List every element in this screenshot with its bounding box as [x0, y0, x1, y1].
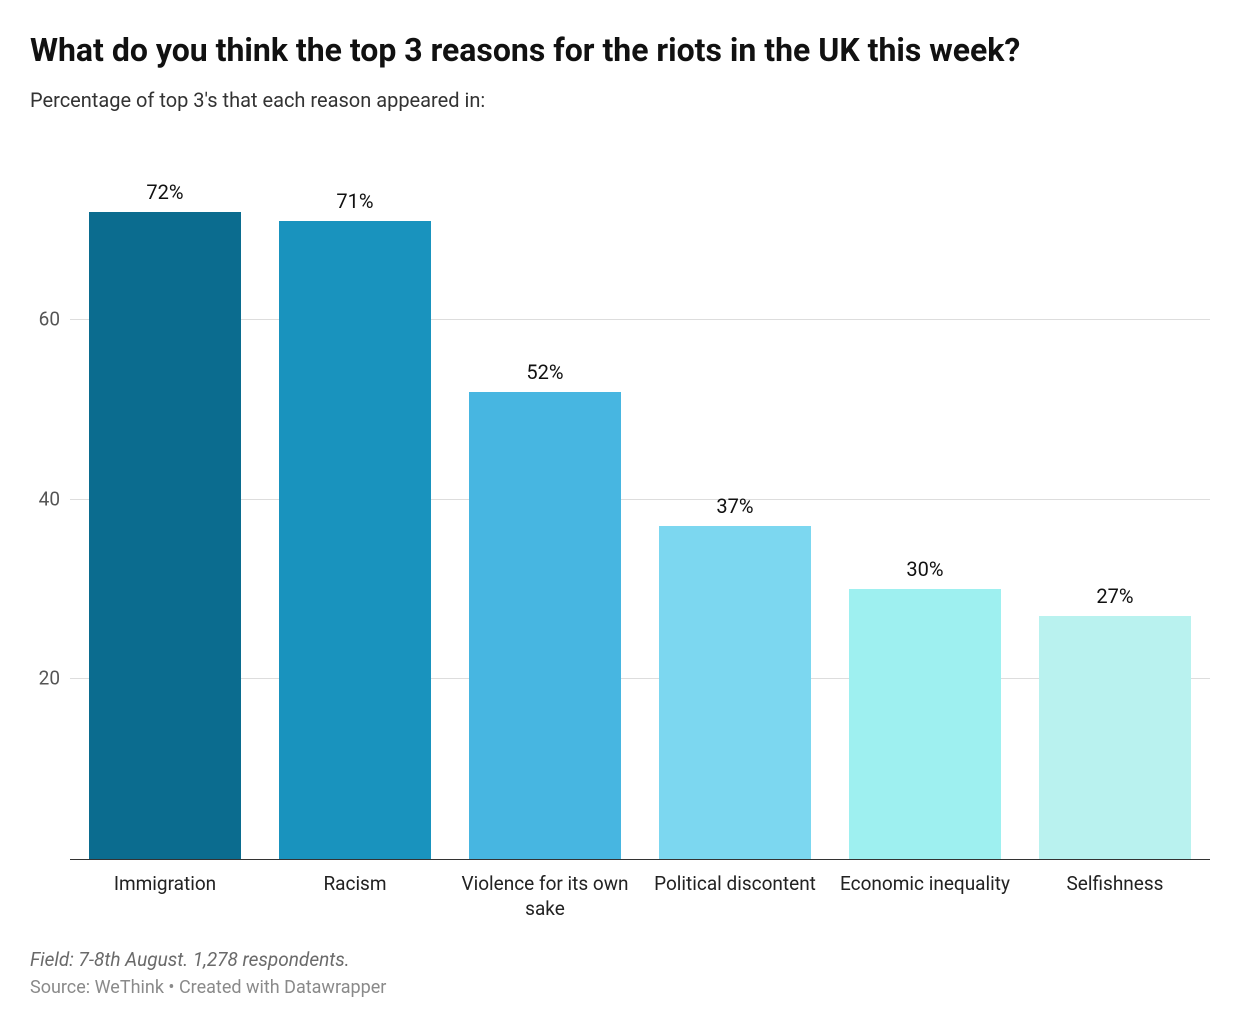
bar-violence: 52% [469, 392, 621, 859]
x-label: Racism [260, 872, 450, 921]
source-note: Source: WeThink • Created with Datawrapp… [30, 977, 1210, 998]
x-label: Economic inequality [830, 872, 1020, 921]
bar-slot: 52% [450, 140, 640, 859]
bar-selfishness: 27% [1039, 616, 1191, 859]
chart-area: 20 40 60 72% 71% 52% [30, 140, 1210, 860]
y-tick-label: 40 [39, 487, 70, 510]
bar-value-label: 30% [906, 557, 943, 589]
chart-subtitle: Percentage of top 3's that each reason a… [30, 88, 1210, 112]
bar-value-label: 72% [146, 180, 183, 212]
bar-slot: 71% [260, 140, 450, 859]
bar-value-label: 71% [336, 189, 373, 221]
bar-immigration: 72% [89, 212, 241, 859]
bars-container: 72% 71% 52% 37% 30% [70, 140, 1210, 859]
bar-value-label: 52% [526, 360, 563, 392]
bar-economic: 30% [849, 589, 1001, 859]
y-tick-label: 60 [39, 307, 70, 330]
field-note: Field: 7-8th August. 1,278 respondents. [30, 948, 1210, 971]
bar-political: 37% [659, 526, 811, 859]
bar-slot: 72% [70, 140, 260, 859]
x-label: Selfishness [1020, 872, 1210, 921]
x-label: Immigration [70, 872, 260, 921]
bar-slot: 30% [830, 140, 1020, 859]
y-tick-label: 20 [39, 667, 70, 690]
x-label: Violence for its own sake [450, 872, 640, 921]
x-label: Political discontent [640, 872, 830, 921]
chart-footer: Field: 7-8th August. 1,278 respondents. … [30, 948, 1210, 998]
plot-region: 20 40 60 72% 71% 52% [70, 140, 1210, 860]
bar-racism: 71% [279, 221, 431, 859]
bar-slot: 27% [1020, 140, 1210, 859]
bar-value-label: 37% [716, 494, 753, 526]
x-axis-labels: Immigration Racism Violence for its own … [70, 860, 1210, 921]
chart-title: What do you think the top 3 reasons for … [30, 30, 1210, 70]
bar-value-label: 27% [1096, 584, 1133, 616]
bar-slot: 37% [640, 140, 830, 859]
